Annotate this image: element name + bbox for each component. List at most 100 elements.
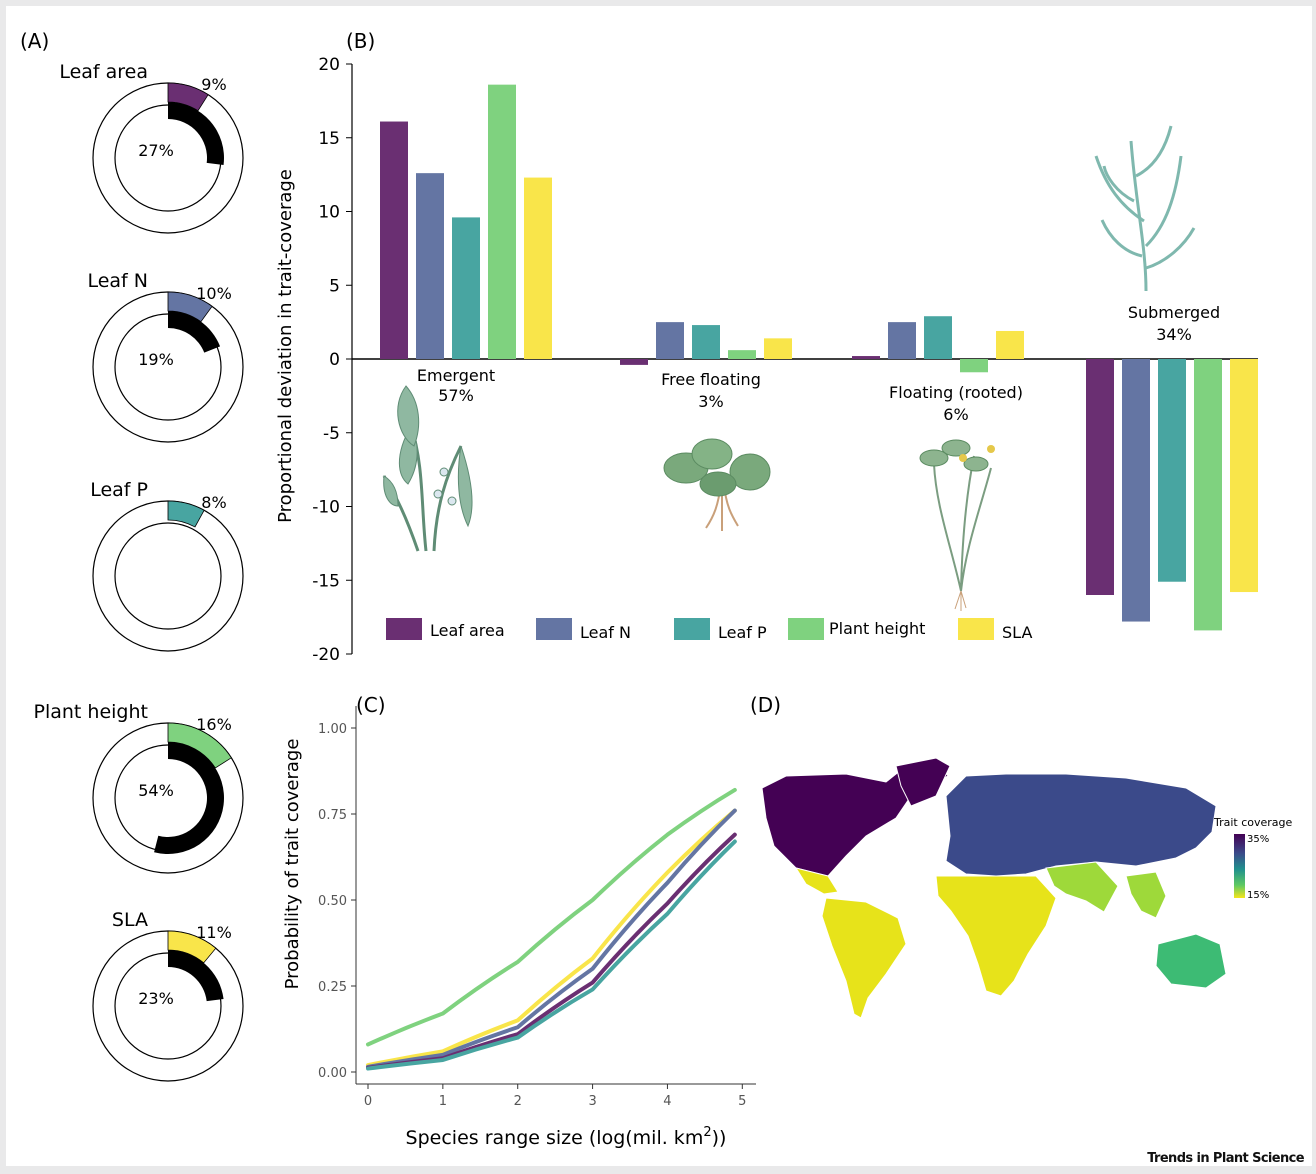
ring-inner-arc-sla: [168, 950, 224, 1002]
panel-label-d: (D): [750, 693, 781, 717]
submerged-plant-icon: [1094, 125, 1196, 292]
bar-floating-rooted-leaf-n: [888, 322, 916, 359]
b-y-axis-label: Proportional deviation in trait-coverage: [275, 169, 296, 523]
map-south-asia: [1045, 861, 1119, 913]
b-y-tick-label: -10: [312, 498, 340, 518]
figure-svg: (A) (B) (C) (D) 27% Leaf area 9% 19% Leaf N 1…: [20, 29, 1305, 1166]
ring-outer-label-leaf-n: 10%: [196, 284, 232, 303]
map-central-america: [794, 867, 839, 895]
d-legend-colorbar: [1234, 834, 1245, 898]
map-greenland: [895, 757, 951, 807]
ring-inner-label-leaf-area: 27%: [138, 141, 174, 160]
legend-swatch-leaf-p: [674, 618, 710, 640]
b-category-submerged: Submerged: [1128, 303, 1220, 322]
line-sla: [366, 808, 737, 1068]
floating-rooted-plant-icon: [919, 439, 995, 611]
map-southeast-asia: [1125, 871, 1167, 919]
b-y-axis: 20 15 10 5 0 -5 -10 -15 -20: [312, 55, 1258, 665]
bar-free-floating-leaf-p: [692, 325, 720, 359]
line-leaf-n: [366, 808, 737, 1069]
c-x-tick-label: 2: [514, 1094, 522, 1109]
map-africa: [935, 875, 1057, 997]
panel-label-c: (C): [356, 693, 386, 717]
bar-floating-rooted-leaf-p: [924, 316, 952, 359]
ring-title-plant-height: Plant height: [34, 701, 148, 723]
d-legend-title: Trait coverage: [1213, 816, 1293, 829]
bar-floating-rooted-plant-height: [960, 359, 988, 373]
bar-submerged-leaf-p: [1158, 359, 1186, 582]
c-x-tick-label: 5: [738, 1094, 746, 1109]
legend-label-leaf-n: Leaf N: [580, 623, 631, 642]
bar-free-floating-plant-height: [728, 350, 756, 359]
c-x-axis-label-end: )): [712, 1127, 727, 1149]
c-x-tick-label: 4: [663, 1094, 671, 1109]
ring-outer-label-leaf-p: 8%: [201, 493, 226, 512]
figure-canvas: (A) (B) (C) (D) 27% Leaf area 9% 19% Leaf N 1…: [6, 6, 1312, 1166]
ring-title-leaf-area: Leaf area: [59, 61, 148, 83]
bar-emergent-leaf-area: [380, 121, 408, 360]
b-y-tick-label: 20: [318, 55, 340, 75]
bar-emergent-plant-height: [488, 84, 516, 360]
b-category-submerged-pct: 34%: [1156, 325, 1192, 344]
c-x-tick-label: 3: [588, 1094, 596, 1109]
c-x-axis-label-main: Species range size (log(mil. km: [406, 1127, 704, 1149]
free-floating-plant-icon: [663, 438, 771, 531]
legend-label-leaf-p: Leaf P: [718, 623, 767, 642]
legend-label-leaf-area: Leaf area: [430, 621, 505, 640]
ring-title-sla: SLA: [112, 909, 148, 931]
legend-label-plant-height: Plant height: [829, 619, 925, 638]
b-y-tick-label: 10: [318, 203, 340, 223]
legend-swatch-sla: [958, 618, 994, 640]
emergent-plant-icon: [382, 385, 473, 552]
publisher-label: Trends in Plant Science: [1147, 1151, 1305, 1166]
ring-inner-label-sla: 23%: [138, 989, 174, 1008]
ring-title-leaf-n: Leaf N: [87, 270, 148, 292]
bar-submerged-leaf-n: [1122, 359, 1150, 622]
bar-floating-rooted-sla: [996, 330, 1024, 359]
ring-inner-label-leaf-n: 19%: [138, 350, 174, 369]
bar-floating-rooted-leaf-area: [852, 356, 880, 359]
b-y-tick-label: 5: [329, 276, 340, 296]
c-y-tick-label: 0.75: [318, 808, 347, 823]
b-category-free-floating: Free floating: [661, 370, 761, 389]
panel-a-rings: 27% Leaf area 9% 19% Leaf N 10% Leaf P 8% 54% Pla…: [34, 61, 244, 1082]
c-x-axis-label-sup: 2: [703, 1125, 711, 1140]
panel-label-b: (B): [346, 29, 375, 53]
ring-inner-leaf-p: [114, 522, 222, 630]
legend-swatch-plant-height: [788, 618, 824, 640]
b-y-tick-label: -15: [312, 571, 340, 591]
b-category-emergent: Emergent: [417, 366, 495, 385]
ring-outer-arc-leaf-p: [167, 500, 205, 528]
line-leaf-p: [366, 839, 737, 1071]
ring-inner-arc-leaf-n: [168, 311, 221, 353]
bar-emergent-leaf-n: [416, 173, 444, 359]
ring-title-leaf-p: Leaf P: [90, 479, 148, 501]
bar-submerged-sla: [1230, 359, 1258, 593]
ring-outer-label-leaf-area: 9%: [201, 75, 226, 94]
panel-label-a: (A): [20, 29, 49, 53]
map-south-america: [821, 897, 907, 1019]
legend-label-sla: SLA: [1002, 623, 1032, 642]
bar-free-floating-leaf-n: [656, 322, 684, 359]
map-australia: [1155, 933, 1227, 989]
c-axes: 0.00 0.25 0.50 0.75 1.00 0 1 2 3 4 5: [318, 706, 756, 1109]
ring-inner-arc-plant-height: [154, 742, 225, 855]
legend-swatch-leaf-n: [536, 618, 572, 640]
bar-emergent-leaf-p: [452, 217, 480, 359]
b-category-emergent-pct: 57%: [438, 386, 474, 405]
b-category-free-floating-pct: 3%: [698, 392, 723, 411]
b-bars: [380, 84, 1258, 631]
c-y-tick-label: 1.00: [318, 722, 347, 737]
c-x-tick-label: 1: [439, 1094, 447, 1109]
c-y-axis-label: Probability of trait coverage: [282, 739, 303, 990]
b-y-tick-label: 0: [329, 350, 340, 370]
ring-inner-label-plant-height: 54%: [138, 781, 174, 800]
bar-free-floating-sla: [764, 338, 792, 359]
c-x-axis-label: Species range size (log(mil. km2)): [406, 1125, 727, 1149]
b-y-tick-label: -20: [312, 645, 340, 665]
c-y-tick-label: 0.50: [318, 894, 347, 909]
panel-b-bar-chart: Proportional deviation in trait-coverage…: [275, 55, 1258, 665]
ring-outer-label-sla: 11%: [196, 923, 232, 942]
b-category-floating-rooted: Floating (rooted): [889, 383, 1023, 402]
panel-d-world-map: Trait coverage 35% 15%: [761, 757, 1293, 1019]
